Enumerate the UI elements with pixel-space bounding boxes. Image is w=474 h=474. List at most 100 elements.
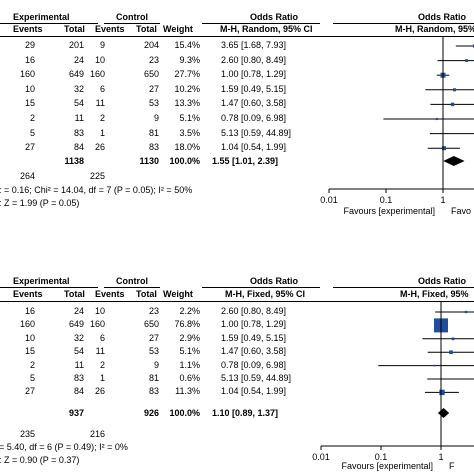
cell-e-events: 29 bbox=[24, 40, 35, 50]
cell-e-events: 27 bbox=[24, 386, 35, 397]
total-c-total: 926 bbox=[143, 408, 159, 418]
cell-c-total: 204 bbox=[143, 40, 159, 50]
cell-e-events: 16 bbox=[24, 306, 35, 316]
group-header-odds-ratio: Odds Ratio bbox=[250, 12, 299, 22]
cell-weight: 15.4% bbox=[174, 40, 200, 50]
cell-e-total: 24 bbox=[73, 54, 84, 65]
cell-e-events: 2 bbox=[29, 113, 35, 123]
cell-c-total: 9 bbox=[153, 359, 159, 370]
cell-ci: 1.04 [0.54, 1.99] bbox=[221, 386, 287, 397]
group-header-control: Control bbox=[116, 276, 148, 286]
x-tick-label: 0.01 bbox=[320, 195, 338, 205]
cell-c-total: 83 bbox=[148, 142, 159, 153]
cell-e-events: 15 bbox=[24, 346, 35, 357]
rule-odds-ratio-plot bbox=[333, 23, 474, 24]
cell-ci: 5.13 [0.59, 44.89] bbox=[221, 373, 292, 383]
cell-weight: 3.5% bbox=[179, 127, 200, 138]
cell-c-total: 81 bbox=[148, 127, 159, 138]
cell-ci: 0.78 [0.09, 6.98] bbox=[221, 113, 287, 123]
forest-plot-area: 0.01 0.1 1 Favours [experimental] F bbox=[312, 302, 474, 471]
cell-weight: 2.9% bbox=[179, 332, 200, 343]
cell-c-total: 9 bbox=[153, 113, 159, 123]
group-header-experimental: Experimental bbox=[13, 12, 70, 22]
cell-e-events: 5 bbox=[29, 373, 35, 383]
rule-header-bottom bbox=[0, 36, 474, 37]
cell-c-total: 27 bbox=[148, 83, 159, 94]
cell-weight: 76.8% bbox=[174, 319, 200, 330]
cell-ci: 3.65 [1.68, 7.93] bbox=[221, 40, 287, 50]
col-total-exp: Total bbox=[64, 289, 85, 299]
cell-e-events: 10 bbox=[24, 332, 35, 343]
col-ci-plot: M-H, Fixed, 95% bbox=[400, 289, 469, 299]
col-events-ctl: Events bbox=[95, 24, 125, 34]
cell-c-events: 10 bbox=[94, 306, 105, 316]
cell-weight: 27.7% bbox=[174, 69, 200, 80]
cell-c-total: 81 bbox=[148, 373, 159, 383]
col-ci-plot: M-H, Random, 95% CI bbox=[395, 24, 474, 34]
heterogeneity: : = 0.16; Chi² = 14.04, df = 7 (P = 0.05… bbox=[0, 185, 193, 195]
rule-control bbox=[104, 287, 160, 288]
col-events-ctl: Events bbox=[95, 289, 125, 299]
cell-e-total: 54 bbox=[73, 98, 84, 109]
cell-weight: 18.0% bbox=[174, 142, 200, 153]
rule-experimental bbox=[0, 23, 98, 24]
point-estimate-square bbox=[441, 146, 446, 151]
point-estimate-square bbox=[435, 117, 438, 121]
forest-plot-random: Experimental Control Odds Ratio Odds Rat… bbox=[0, 0, 474, 232]
cell-c-events: 26 bbox=[94, 142, 105, 153]
x-tick-label: 0.1 bbox=[375, 452, 388, 462]
group-header-control: Control bbox=[116, 12, 148, 22]
cell-c-events: 10 bbox=[94, 54, 105, 65]
cell-c-total: 23 bbox=[148, 54, 159, 65]
cell-weight: 10.2% bbox=[174, 83, 200, 94]
group-header-odds-ratio: Odds Ratio bbox=[250, 276, 299, 286]
cell-e-events: 27 bbox=[24, 142, 35, 153]
cell-c-events: 2 bbox=[99, 113, 105, 123]
total-events-exp: 264 bbox=[19, 171, 35, 181]
cell-weight: 1.1% bbox=[179, 359, 200, 370]
cell-weight: 9.3% bbox=[179, 54, 200, 65]
cell-ci: 1.04 [0.54, 1.99] bbox=[221, 142, 287, 153]
rule-odds-ratio bbox=[202, 287, 320, 288]
cell-e-total: 83 bbox=[73, 127, 84, 138]
cell-ci: 0.78 [0.09, 6.98] bbox=[221, 359, 287, 370]
cell-c-events: 9 bbox=[99, 40, 105, 50]
rule-experimental bbox=[0, 287, 98, 288]
cell-c-events: 160 bbox=[89, 319, 105, 330]
cell-e-events: 2 bbox=[29, 359, 35, 370]
cell-c-events: 6 bbox=[99, 83, 105, 94]
cell-e-total: 32 bbox=[73, 332, 84, 343]
summary-diamond bbox=[443, 156, 465, 166]
group-header-odds-ratio-plot: Odds Ratio bbox=[418, 276, 467, 286]
col-total-ctl: Total bbox=[136, 289, 157, 299]
col-total-exp: Total bbox=[64, 24, 85, 34]
x-tick-label: 0.1 bbox=[380, 195, 393, 205]
cell-c-total: 23 bbox=[148, 306, 159, 316]
col-ci: M-H, Fixed, 95% CI bbox=[225, 289, 306, 299]
total-events-exp: 235 bbox=[19, 429, 35, 439]
cell-e-events: 10 bbox=[24, 83, 35, 94]
favours-right-label: Favo bbox=[451, 206, 471, 216]
col-weight: Weight bbox=[163, 24, 193, 34]
forest-plot-fixed: Experimental Control Odds Ratio Odds Rat… bbox=[0, 262, 474, 474]
point-estimate-square bbox=[451, 337, 455, 341]
cell-e-total: 11 bbox=[74, 359, 84, 370]
point-estimate-square bbox=[450, 102, 455, 107]
cell-c-events: 160 bbox=[89, 69, 105, 80]
cell-e-events: 160 bbox=[19, 69, 35, 80]
point-estimate-square bbox=[464, 310, 468, 314]
total-c-total: 1130 bbox=[139, 156, 159, 166]
cell-ci: 1.47 [0.60, 3.58] bbox=[221, 346, 287, 357]
cell-ci: 1.00 [0.78, 1.29] bbox=[221, 69, 287, 80]
cell-c-total: 27 bbox=[148, 332, 159, 343]
total-weight: 100.0% bbox=[169, 408, 200, 418]
cell-e-events: 16 bbox=[24, 54, 35, 65]
total-events-ctl: 216 bbox=[89, 429, 105, 439]
point-estimate-square bbox=[449, 350, 453, 355]
rule-odds-ratio bbox=[202, 23, 320, 24]
cell-c-events: 11 bbox=[95, 98, 105, 109]
cell-e-total: 201 bbox=[68, 40, 84, 50]
cell-e-total: 54 bbox=[73, 346, 84, 357]
cell-e-total: 649 bbox=[68, 69, 84, 80]
cell-e-total: 32 bbox=[73, 83, 84, 94]
